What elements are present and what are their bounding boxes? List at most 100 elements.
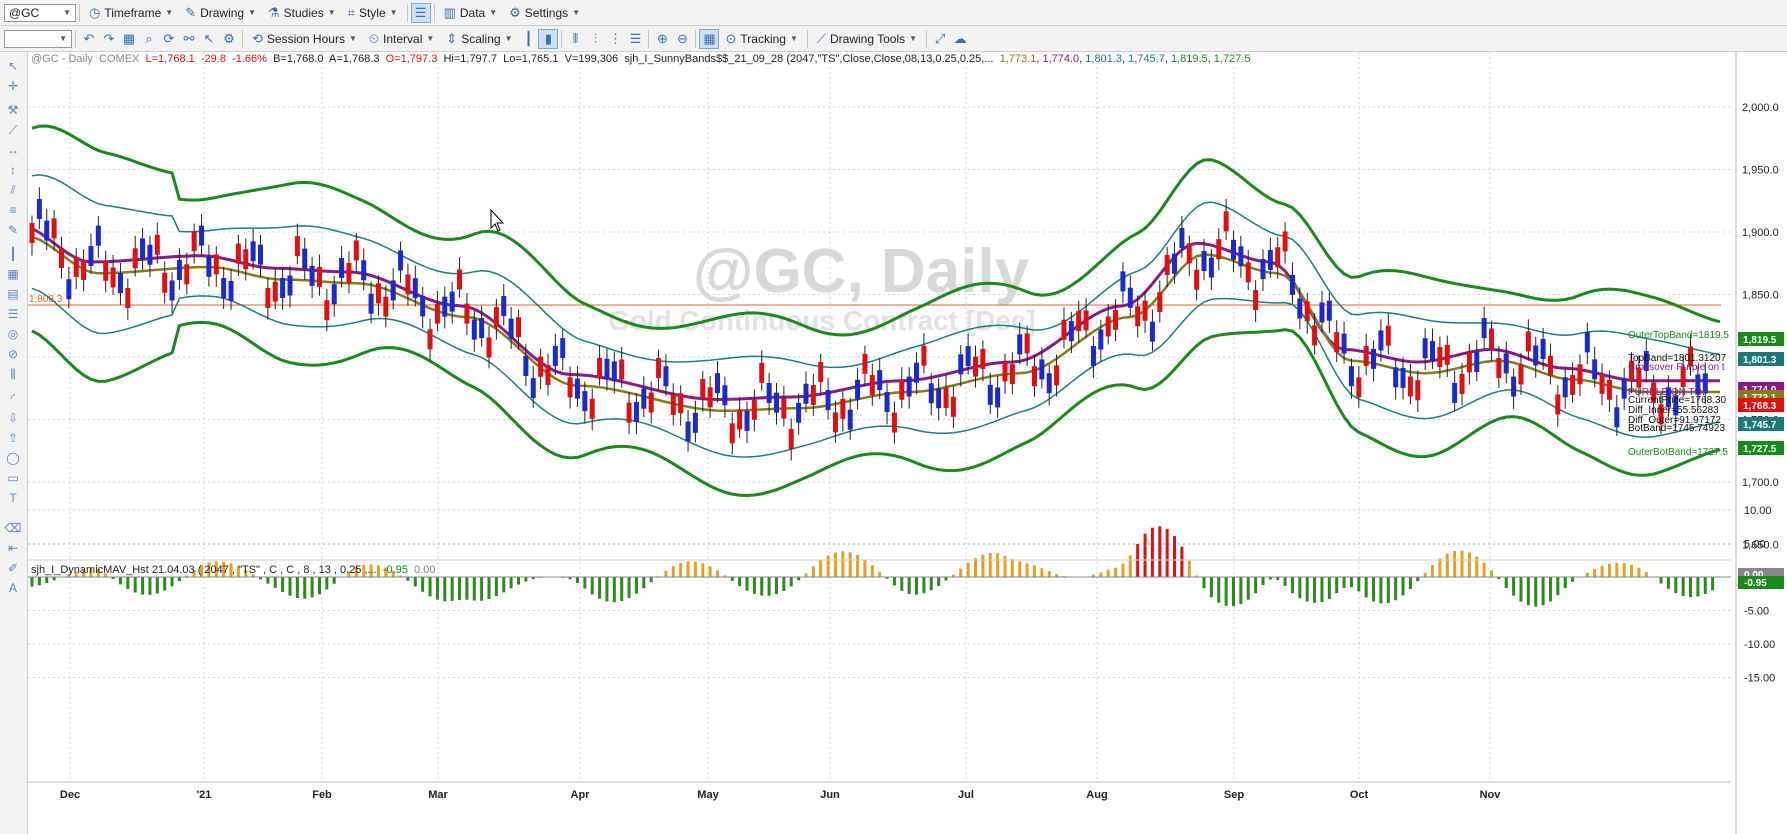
shrink-bars-icon[interactable]: ⫴ bbox=[572, 30, 579, 46]
refresh-icon[interactable]: ⟳ bbox=[163, 30, 175, 46]
studies-menu[interactable]: ⚗ Studies ▼ bbox=[262, 3, 342, 23]
text-box-icon[interactable]: A bbox=[8, 581, 17, 595]
style-menu[interactable]: ⌗ Style ▼ bbox=[342, 3, 404, 23]
undo-icon[interactable]: ↶ bbox=[83, 30, 95, 46]
arrow-down-icon[interactable]: ⇩ bbox=[7, 411, 19, 425]
candle-body bbox=[847, 409, 853, 430]
text-tool-icon[interactable]: T bbox=[9, 491, 17, 505]
find-icon[interactable]: ⌕ bbox=[145, 30, 153, 46]
candle-body bbox=[390, 280, 396, 301]
format-icon[interactable]: ⚙ bbox=[223, 30, 235, 46]
cloud-icon[interactable]: ☁ bbox=[953, 30, 967, 46]
zoom-out-icon[interactable]: ⊖ bbox=[677, 30, 688, 46]
grid-tool-icon[interactable]: ▦ bbox=[7, 267, 19, 281]
arrow-up-icon[interactable]: ⇧ bbox=[7, 431, 19, 445]
chevron-down-icon: ▼ bbox=[789, 34, 798, 43]
wrench-icon[interactable]: ⚒ bbox=[7, 103, 19, 117]
scaling-menu[interactable]: ⇕ Scaling ▼ bbox=[440, 29, 518, 49]
candle-body bbox=[1415, 380, 1421, 401]
grid-icon[interactable]: ▦ bbox=[699, 28, 720, 49]
settings-menu[interactable]: ⚙ Settings ▼ bbox=[503, 3, 586, 23]
scroll-icon[interactable]: ⋮ bbox=[608, 30, 622, 46]
month-label: Dec bbox=[60, 789, 80, 801]
horizontal-line-icon[interactable]: ↔ bbox=[7, 143, 19, 157]
candle-body bbox=[715, 373, 721, 394]
snap-icon[interactable]: ⇤ bbox=[7, 541, 19, 555]
price-chart[interactable]: @GC, Daily Gold Continuous Contract [Dec… bbox=[28, 52, 1787, 834]
candle-body bbox=[965, 346, 971, 367]
bar-chart-icon[interactable]: ┃ bbox=[524, 30, 533, 46]
session-hours-menu[interactable]: ⟲ Session Hours ▼ bbox=[246, 29, 363, 49]
month-label: Jun bbox=[820, 789, 840, 801]
candle-body bbox=[1503, 353, 1509, 374]
sub-value-tag-text: -0.95 bbox=[1744, 578, 1767, 589]
price-axis: 2,000.01,950.01,900.01,850.01,800.01,750… bbox=[1742, 102, 1779, 552]
candle-body bbox=[272, 281, 278, 302]
candle-body bbox=[66, 279, 72, 300]
pointer-icon[interactable]: ↖ bbox=[7, 59, 19, 73]
candlestick-icon[interactable]: ▮ bbox=[538, 28, 559, 49]
levels-icon[interactable]: ☰ bbox=[7, 307, 19, 321]
chevron-down-icon: ▼ bbox=[59, 34, 67, 43]
value-tag-text: 1,727.5 bbox=[1743, 444, 1777, 455]
table-tool-icon[interactable]: ▤ bbox=[7, 287, 19, 301]
sub-tick-label: -10.00 bbox=[1744, 639, 1775, 651]
crosshair-icon[interactable]: ✛ bbox=[7, 79, 19, 93]
candle-body bbox=[434, 303, 440, 324]
tracking-menu[interactable]: ⊙ Tracking ▼ bbox=[719, 29, 803, 49]
erase-icon[interactable]: ⌫ bbox=[4, 521, 22, 535]
separator bbox=[242, 29, 243, 48]
cycle-icon[interactable]: ⊘ bbox=[7, 347, 19, 361]
candle-body bbox=[928, 383, 934, 404]
highlight-icon[interactable]: ✐ bbox=[7, 561, 19, 575]
redo-icon[interactable]: ↷ bbox=[103, 30, 115, 46]
drawing-tools-menu[interactable]: ⟋ Drawing Tools ▼ bbox=[811, 29, 923, 49]
pen-icon[interactable]: ✎ bbox=[7, 223, 19, 237]
interval-menu[interactable]: ⏲ Interval ▼ bbox=[363, 29, 440, 49]
circle-tool-icon[interactable]: ◎ bbox=[7, 327, 19, 341]
vertical-line-icon[interactable]: ↕ bbox=[10, 163, 16, 177]
top-band bbox=[31, 174, 1721, 369]
zoom-in-icon[interactable]: ⊕ bbox=[657, 30, 668, 46]
panes-icon[interactable]: ☰ bbox=[629, 30, 642, 46]
sub-value-tag-text: 0.00 bbox=[1744, 570, 1764, 581]
value-tag-text: 1,819.5 bbox=[1743, 335, 1777, 346]
workspace-combo[interactable]: ▼ bbox=[4, 29, 72, 48]
outer-bottom-band bbox=[31, 320, 1721, 498]
chevron-down-icon: ▼ bbox=[327, 8, 336, 17]
band-label: TopBand=1801.31207 bbox=[1628, 353, 1727, 364]
ellipse-icon[interactable]: ◯ bbox=[6, 451, 20, 465]
candle-body bbox=[1282, 231, 1288, 252]
link-icon[interactable]: ⚯ bbox=[183, 30, 195, 46]
trendline-tool-icon[interactable]: ⟋ bbox=[8, 123, 18, 137]
candle-body bbox=[479, 318, 485, 339]
timeframe-menu[interactable]: ◷ Timeframe ▼ bbox=[83, 3, 179, 23]
candle-body bbox=[1474, 351, 1480, 372]
candle-body bbox=[1208, 257, 1214, 278]
cursor-icon[interactable]: ↖ bbox=[203, 30, 215, 46]
speed-lines-icon[interactable]: ⫼ bbox=[10, 367, 16, 381]
layout-toggle-icon[interactable]: ☰ bbox=[410, 2, 431, 23]
candle-body bbox=[1260, 259, 1266, 280]
candle-body bbox=[810, 384, 816, 405]
bars-tool-icon[interactable]: ┃ bbox=[9, 247, 17, 261]
style-label: Style bbox=[358, 5, 386, 20]
expand-bars-icon[interactable]: ⫶ bbox=[593, 30, 598, 46]
drawing-menu[interactable]: ✎ Drawing ▼ bbox=[179, 3, 262, 23]
sub-indicator-info: sjh_I_DynamicMAV_Hst 21.04.03 ( 2047 , "… bbox=[31, 564, 377, 576]
candle-body bbox=[501, 296, 507, 317]
data-menu[interactable]: ▥ Data ▼ bbox=[438, 3, 504, 23]
table-icon[interactable]: ▦ bbox=[122, 30, 136, 46]
sub-tick-label: 10.00 bbox=[1744, 505, 1772, 517]
price-tick-label: 1,700.0 bbox=[1742, 477, 1779, 489]
candle-body bbox=[294, 236, 300, 257]
symbol-combo[interactable]: @GC ▼ bbox=[4, 3, 76, 22]
arc-icon[interactable]: ◜ bbox=[10, 391, 16, 405]
candle-body bbox=[125, 288, 131, 309]
channel-icon[interactable]: ⫽ bbox=[10, 183, 16, 197]
month-label: '21 bbox=[197, 789, 212, 801]
band-label: Crossover Purple on t bbox=[1628, 362, 1725, 373]
fib-icon[interactable]: ≡ bbox=[9, 203, 17, 217]
rectangle-icon[interactable]: ▭ bbox=[7, 471, 19, 485]
trendline-icon[interactable]: ⤢ bbox=[934, 30, 946, 46]
